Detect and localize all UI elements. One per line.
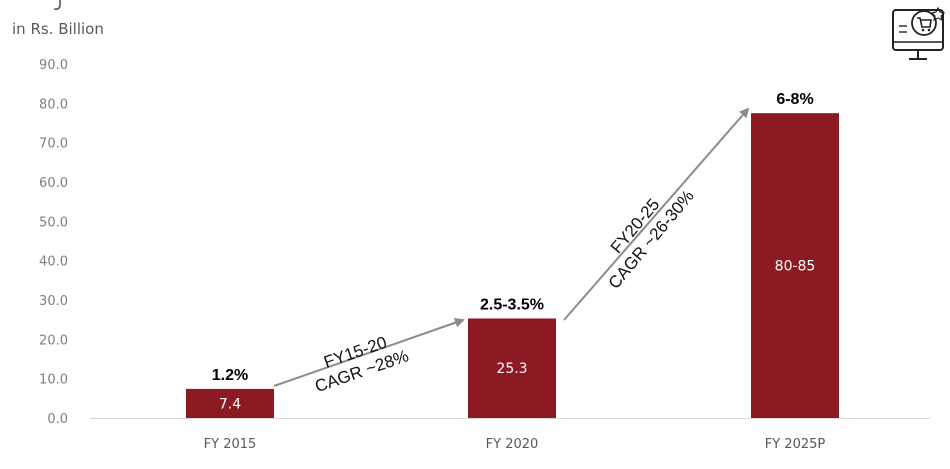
y-tick-label: 30.0	[39, 294, 68, 309]
y-tick-label: 80.0	[39, 97, 68, 112]
x-tick-label: FY 2020	[486, 437, 539, 452]
cagr-annotation-1: FY15-20 CAGR ~28%	[312, 333, 411, 396]
bar-value-label: 25.3	[496, 361, 527, 377]
bar-value-label: 80-85	[775, 259, 816, 275]
share-label: 1.2%	[212, 367, 248, 384]
y-axis-ticks: 0.0 10.0 20.0 30.0 40.0 50.0 60.0 70.0 80.0 90.0	[39, 58, 68, 427]
y-tick-label: 90.0	[39, 58, 68, 73]
x-axis-ticks: FY 2015 FY 2020 FY 2025P	[204, 437, 826, 452]
cagr-arrow-1	[273, 317, 465, 387]
bars: 7.4 1.2% 25.3 2.5-3.5% 80-85 6-8%	[186, 91, 839, 419]
y-tick-label: 20.0	[39, 333, 68, 348]
y-tick-label: 0.0	[47, 412, 68, 427]
bar	[468, 318, 556, 418]
y-tick-label: 70.0	[39, 137, 68, 152]
unit-label: in Rs. Billion	[12, 20, 104, 38]
share-label: 2.5-3.5%	[480, 296, 544, 313]
bar	[186, 388, 274, 418]
y-tick-label: 10.0	[39, 373, 68, 388]
ecommerce-cart-monitor-icon	[892, 6, 946, 60]
x-tick-label: FY 2015	[204, 437, 257, 452]
bar-value-label: 7.4	[219, 396, 241, 412]
y-tick-label: 60.0	[39, 176, 68, 191]
x-tick-label: FY 2025P	[765, 437, 826, 452]
bar	[751, 113, 839, 419]
share-label: 6-8%	[776, 91, 813, 108]
cagr-arrow-2	[563, 107, 750, 321]
y-tick-label: 40.0	[39, 255, 68, 270]
y-tick-label: 50.0	[39, 215, 68, 230]
cropped-header-glyph	[53, 0, 61, 10]
